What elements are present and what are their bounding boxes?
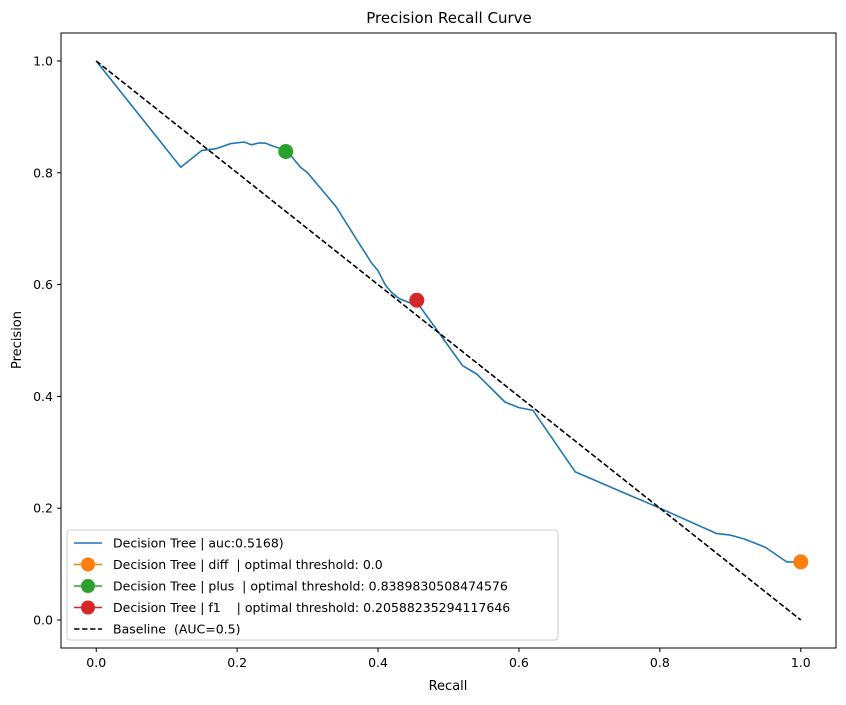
- x-tick-label: 0.8: [650, 655, 670, 670]
- legend-box: [66, 529, 559, 641]
- x-tick-label: 1.0: [791, 655, 811, 670]
- x-tick-label: 0.0: [86, 655, 106, 670]
- y-tick-label: 0.0: [33, 613, 53, 628]
- legend-swatch-marker: [81, 600, 95, 615]
- y-axis-label: Precision: [10, 311, 25, 369]
- legend-entry-label: Baseline (AUC=0.5): [113, 622, 240, 637]
- chart-title: Precision Recall Curve: [366, 9, 531, 27]
- x-tick-label: 0.4: [368, 655, 388, 670]
- legend-swatch-marker: [81, 557, 95, 572]
- x-tick-label: 0.2: [227, 655, 247, 670]
- legend-swatch-marker: [81, 579, 95, 593]
- legend-entry-label: Decision Tree | auc:0.5168): [113, 536, 284, 551]
- y-tick-label: 1.0: [33, 53, 53, 68]
- optimal-threshold-marker-3: [409, 292, 425, 308]
- legend-entry-label: Decision Tree | diff | optimal threshold…: [113, 557, 383, 572]
- axis-ticks: 0.0 0.2 0.4 0.6 0.8 1.0 0.0 0.2 0.4 0.6 0.8 1.0: [33, 53, 811, 670]
- decision-tree-pr-line: [95, 60, 801, 563]
- y-tick-label: 0.4: [33, 389, 53, 404]
- legend-entry-label: Decision Tree | f1 | optimal threshold: …: [113, 600, 510, 615]
- y-tick-label: 0.2: [33, 501, 53, 516]
- optimal-threshold-marker-1: [793, 554, 809, 570]
- y-tick-label: 0.6: [33, 277, 53, 292]
- optimal-threshold-marker-2: [278, 144, 294, 160]
- x-axis-label: Recall: [429, 679, 468, 694]
- legend: Decision Tree | auc:0.5168) Decision Tree…: [66, 529, 559, 641]
- y-tick-label: 0.8: [33, 165, 53, 180]
- x-tick-label: 0.6: [509, 655, 529, 670]
- plot-area: [95, 60, 809, 621]
- baseline-series-line: [95, 60, 802, 621]
- legend-entry-label: Decision Tree | plus | optimal threshold…: [113, 579, 508, 594]
- axes-frame: [60, 32, 837, 649]
